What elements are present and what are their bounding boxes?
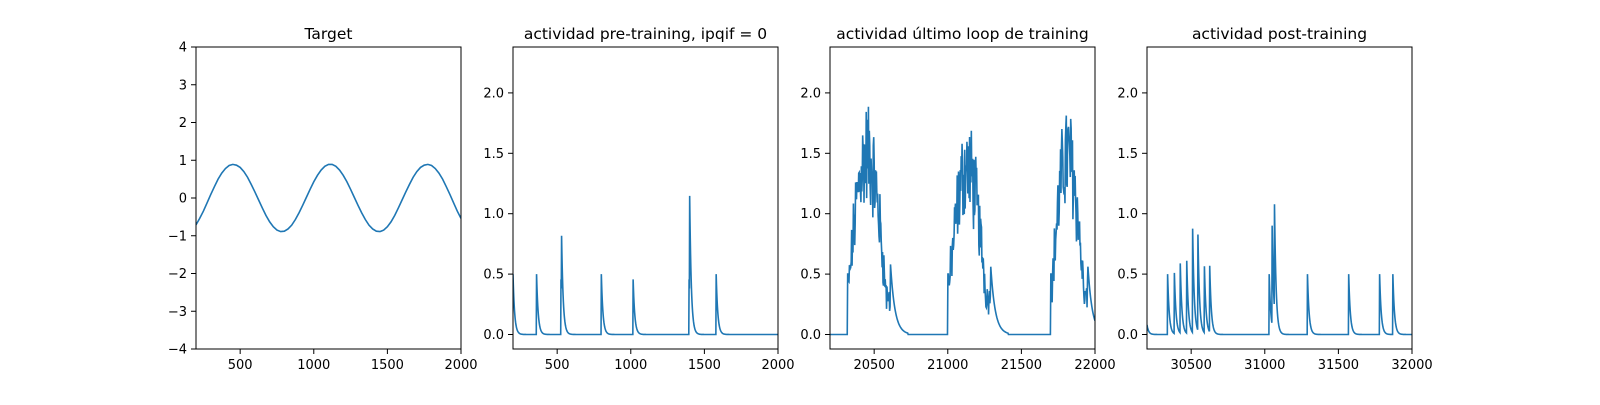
x-tick-label: 2000 (444, 358, 477, 373)
x-tick-label: 22000 (1074, 358, 1115, 373)
x-tick-label: 30500 (1170, 358, 1211, 373)
axes-frame (195, 46, 462, 350)
panel-title: actividad pre-training, ipqif = 0 (524, 25, 767, 43)
y-tick-label: 1.5 (800, 147, 821, 162)
y-tick-label: 1.0 (483, 207, 504, 222)
x-tick-label: 21500 (1001, 358, 1042, 373)
x-tick-label: 20500 (853, 358, 894, 373)
y-tick-label: 2.0 (1117, 86, 1138, 101)
y-tick-label: 1.5 (483, 147, 504, 162)
series-line-panel-1 (196, 163, 461, 233)
x-tick-label: 21000 (927, 358, 968, 373)
y-tick-label: 0.0 (1117, 328, 1138, 343)
y-tick-label: 1 (179, 154, 187, 169)
x-tick-label: 1000 (614, 358, 647, 373)
y-tick-label: 2.0 (483, 86, 504, 101)
x-tick-label: 2000 (761, 358, 794, 373)
series-line-panel-2 (513, 195, 778, 336)
y-tick-label: 3 (179, 78, 187, 93)
y-tick-label: 4 (179, 41, 187, 56)
x-tick-label: 31500 (1318, 358, 1359, 373)
panel-2: 500 1000 1500 2000 0.0 0.5 1.0 1.5 2.0 actividad … (483, 25, 794, 373)
series-line-panel-3 (830, 106, 1095, 336)
axes-frame (512, 46, 779, 350)
y-tick-label: −4 (168, 343, 187, 358)
y-tick-label: −1 (168, 229, 187, 244)
x-tick-label: 500 (228, 358, 253, 373)
y-tick-label: 1.0 (1117, 207, 1138, 222)
panel-4: 30500 31000 31500 32000 0.0 0.5 1.0 1.5 2.0 activ… (1117, 25, 1432, 373)
panel-title: actividad último loop de training (836, 25, 1088, 43)
y-tick-label: 2 (179, 116, 187, 131)
y-tick-label: 0.5 (483, 268, 504, 283)
panel-title: actividad post-training (1192, 25, 1367, 43)
y-tick-label: −2 (168, 267, 187, 282)
x-tick-label: 500 (545, 358, 570, 373)
series-line-panel-4 (1147, 204, 1412, 336)
x-tick-label: 1500 (371, 358, 404, 373)
axes-frame (829, 46, 1096, 350)
panel-1: 500 1000 1500 2000 −4 −3 −2 −1 0 1 2 3 4 Target (168, 25, 478, 373)
y-tick-label: 0.0 (483, 328, 504, 343)
y-tick-label: 1.0 (800, 207, 821, 222)
panel-title: Target (304, 25, 353, 43)
panel-3: 20500 21000 21500 22000 0.0 0.5 1.0 1.5 2.0 activ… (800, 25, 1115, 373)
y-tick-label: 0.5 (1117, 268, 1138, 283)
x-tick-label: 1000 (297, 358, 330, 373)
y-tick-label: 2.0 (800, 86, 821, 101)
y-tick-label: 0.0 (800, 328, 821, 343)
y-tick-label: 0.5 (800, 268, 821, 283)
x-tick-label: 32000 (1391, 358, 1432, 373)
y-tick-label: 0 (179, 192, 187, 207)
x-tick-label: 1500 (688, 358, 721, 373)
x-tick-label: 31000 (1244, 358, 1285, 373)
axes-frame (1146, 46, 1413, 350)
y-tick-label: 1.5 (1117, 147, 1138, 162)
y-tick-label: −3 (168, 305, 187, 320)
